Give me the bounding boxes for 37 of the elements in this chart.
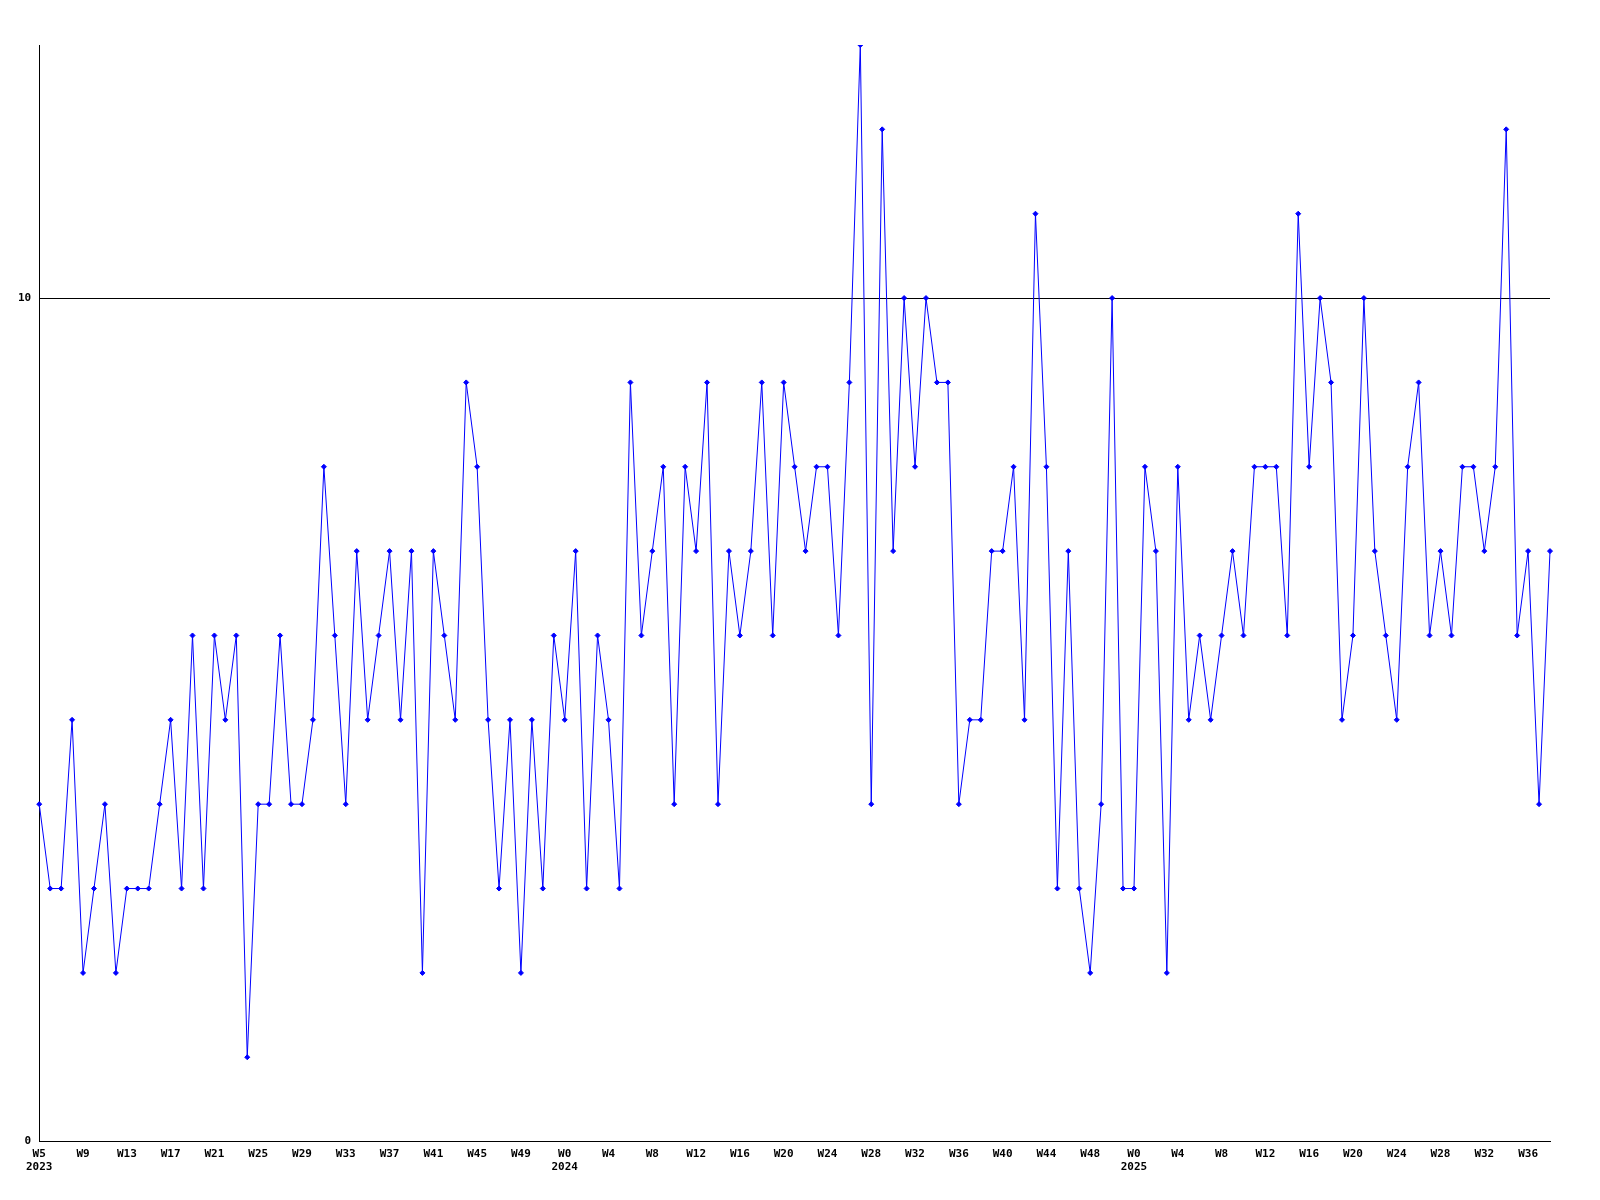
x-tick-label: W16 (729, 1147, 751, 1161)
x-tick-label: W5 2023 (26, 1147, 53, 1174)
x-tick-label: W36 (1518, 1147, 1539, 1161)
x-tick-label: W21 (204, 1147, 225, 1161)
x-tick-label: W24 (1386, 1147, 1408, 1161)
x-tick-label: W4 (601, 1147, 616, 1161)
x-tick-label: W36 (948, 1147, 970, 1161)
x-tick-label: W9 (76, 1147, 90, 1161)
x-tick-label: W40 (992, 1147, 1013, 1161)
x-tick-label: W8 (1214, 1147, 1229, 1161)
x-tick-label: W24 (817, 1147, 838, 1161)
x-tick-label: W33 (335, 1147, 356, 1161)
x-tick-label: W25 (248, 1147, 269, 1161)
x-tick-label: W0 2024 (551, 1147, 579, 1174)
x-tick-label: W49 (511, 1147, 531, 1161)
x-tick-label: W16 (1299, 1147, 1320, 1161)
x-tick-label: W4 (1171, 1147, 1185, 1161)
x-tick-label: W8 (645, 1147, 659, 1161)
x-tick-label: W45 (467, 1147, 488, 1161)
y-tick-label: 10 (18, 290, 32, 304)
x-tick-label: W17 (160, 1147, 181, 1161)
x-tick-label: W37 (379, 1147, 400, 1161)
x-tick-label: W48 (1080, 1147, 1101, 1161)
x-tick-label: W44 (1036, 1147, 1057, 1161)
x-tick-label: W20 (773, 1147, 794, 1161)
y-tick-label: 0 (24, 1134, 32, 1148)
x-tick-label: W13 (116, 1147, 137, 1161)
x-tick-label: W20 (1343, 1147, 1363, 1161)
x-tick-label: W41 (423, 1147, 444, 1161)
x-tick-label: W32 (905, 1147, 925, 1161)
x-tick-label: W0 2025 (1120, 1147, 1148, 1174)
x-tick-label: W28 (1430, 1147, 1451, 1161)
x-tick-label: W32 (1474, 1147, 1495, 1161)
x-tick-label: W12 (1255, 1147, 1276, 1161)
x-tick-label: W28 (861, 1147, 882, 1161)
x-tick-label: W29 (292, 1147, 312, 1161)
x-tick-label: W12 (686, 1147, 707, 1161)
